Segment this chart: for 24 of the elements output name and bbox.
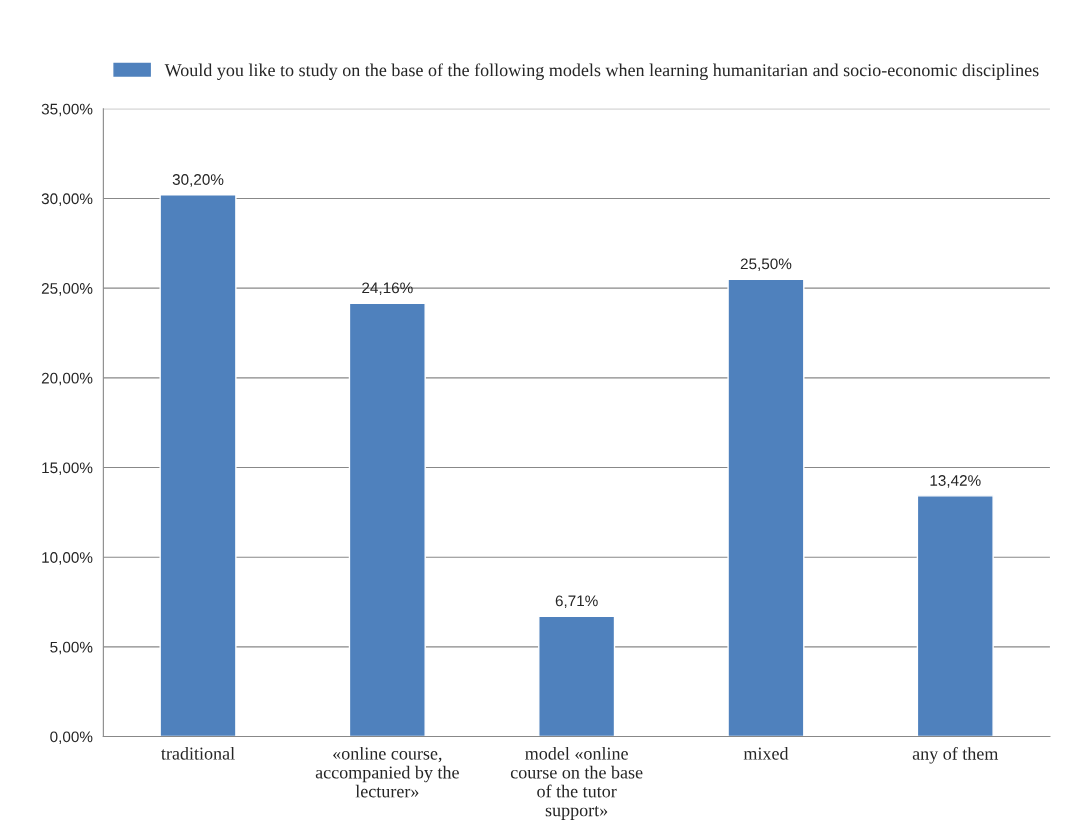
y-tick-label: 10,00%	[42, 552, 93, 565]
data-label: 13,42%	[930, 475, 981, 488]
y-tick-label: 25,00%	[41, 283, 93, 296]
y-tick-label: 30,00%	[41, 193, 93, 206]
x-tick-label: model «online course on the base of the tutor support»	[510, 746, 643, 820]
x-tick-label: traditional	[161, 746, 235, 760]
bar	[159, 194, 237, 737]
y-tick-label: 35,00%	[41, 103, 93, 117]
legend-label: Would you like to study on the base of the following models when learning humanitarian and socio-economic disciplines	[164, 63, 1039, 80]
y-tick-label: 20,00%	[41, 372, 93, 386]
bar	[916, 495, 994, 737]
y-tick-label: 0,00%	[50, 731, 93, 745]
x-tick-label: «online course, accompanied by the lecturer»	[315, 746, 459, 798]
data-label: 24,16%	[362, 282, 413, 296]
bar	[727, 278, 805, 737]
x-tick-label: mixed	[743, 746, 789, 760]
y-tick-label: 5,00%	[50, 641, 93, 655]
bar	[348, 302, 426, 737]
data-label: 6,71%	[555, 595, 598, 609]
x-tick-label: any of them	[912, 746, 999, 764]
y-tick-label: 15,00%	[42, 462, 93, 476]
bar	[538, 615, 616, 737]
data-label: 25,50%	[740, 258, 792, 272]
data-label: 30,20%	[172, 174, 224, 187]
